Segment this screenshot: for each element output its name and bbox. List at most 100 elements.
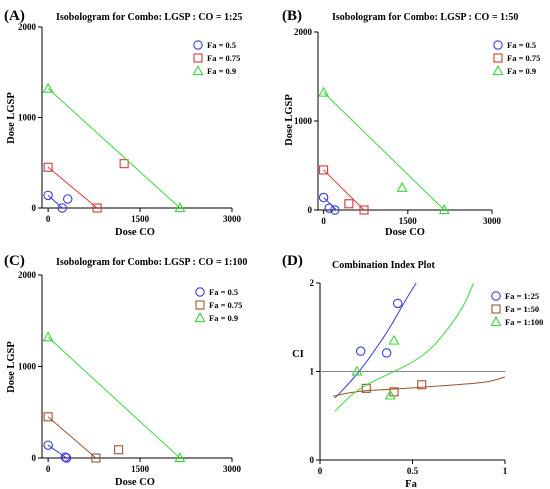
y-tick-label: 1000 <box>294 116 313 126</box>
data-point <box>359 205 369 215</box>
series-2 <box>42 331 186 463</box>
x-tick-label: 0.5 <box>407 466 419 476</box>
data-point <box>43 190 53 201</box>
series-1 <box>43 412 124 463</box>
series-0 <box>43 440 72 463</box>
x-axis-label: Fa <box>405 479 417 489</box>
series-1 <box>43 159 129 213</box>
data-point <box>438 204 450 215</box>
x-tick-label: 1500 <box>131 464 150 474</box>
x-tick-label: 0 <box>46 464 51 474</box>
legend-label: Fa = 1:25 <box>505 291 539 301</box>
legend-marker <box>193 40 203 50</box>
legend-label: Fa = 0.5 <box>207 40 236 50</box>
data-point <box>330 205 340 215</box>
panel-letter: (B) <box>282 8 302 24</box>
legend-entry: Fa = 1:100 <box>490 316 543 327</box>
legend-marker <box>491 304 501 314</box>
legend-label: Fa = 0.5 <box>507 40 536 50</box>
isobole-line <box>47 336 181 459</box>
x-tick-label: 0 <box>318 466 323 476</box>
legend-marker <box>195 287 205 297</box>
y-tick-label: 0 <box>32 203 37 213</box>
series-0 <box>334 282 417 399</box>
x-tick-label: 3000 <box>223 464 242 474</box>
y-axis-label: Dose LGSP <box>284 94 295 146</box>
legend-label: Fa = 0.75 <box>209 300 242 310</box>
legend-marker <box>493 40 503 50</box>
legend-entry: Fa = 1:25 <box>491 291 539 301</box>
legend-label: Fa = 0.9 <box>209 313 238 323</box>
panel-letter: (A) <box>4 8 25 24</box>
legend-entry: Fa = 0.9 <box>492 65 536 76</box>
data-point <box>91 453 101 463</box>
legend-label: Fa = 0.5 <box>209 287 238 297</box>
isobole-line <box>47 444 67 459</box>
data-point <box>319 165 329 175</box>
data-point <box>60 452 71 462</box>
isobole-line <box>323 92 445 211</box>
legend-label: Fa = 1:50 <box>505 304 539 314</box>
isobole-line <box>47 88 181 209</box>
y-axis-label: CI <box>292 349 304 360</box>
x-tick-label: 1500 <box>399 216 418 226</box>
data-point <box>392 298 403 309</box>
data-point <box>174 202 186 213</box>
panel-title: Isobologram for Combo: LGSP : CO = 1:25 <box>56 12 242 23</box>
y-tick-label: 2 <box>310 278 315 288</box>
x-axis-label: Dose CO <box>385 227 425 238</box>
legend-label: Fa = 0.75 <box>507 53 540 63</box>
legend-entry: Fa = 0.9 <box>192 65 236 76</box>
legend-marker <box>490 316 502 327</box>
panel-title: Isobologram for Combo: LGSP : CO = 1:50 <box>332 12 518 23</box>
data-point <box>396 181 408 192</box>
legend-entry: Fa = 0.75 <box>195 300 242 310</box>
legend-label: Fa = 1:100 <box>505 317 543 327</box>
data-point <box>344 199 354 209</box>
data-point <box>43 412 53 422</box>
legend-label: Fa = 0.9 <box>207 66 236 76</box>
data-point <box>43 162 53 172</box>
y-tick-label: 2000 <box>18 270 37 280</box>
y-tick-label: 1000 <box>18 113 37 123</box>
isobole-line <box>47 194 63 209</box>
data-point <box>61 453 72 463</box>
isobole-line <box>47 166 98 209</box>
y-tick-label: 1 <box>310 367 315 377</box>
data-point <box>324 203 334 213</box>
y-tick-label: 1000 <box>18 362 37 372</box>
panel-a: (A) Isobologram for Combo: LGSP : CO = 1:… <box>4 8 242 238</box>
legend-entry: Fa = 0.5 <box>195 287 238 297</box>
y-tick-label: 0 <box>310 455 315 465</box>
panel-letter: (D) <box>282 253 303 269</box>
series-2 <box>318 86 450 215</box>
legend-marker <box>491 291 501 301</box>
data-point <box>361 383 371 393</box>
legend-entry: Fa = 0.75 <box>193 53 240 63</box>
x-tick-label: 1 <box>503 466 508 476</box>
x-tick-label: 1500 <box>131 214 150 224</box>
y-axis-label: Dose LGSP <box>6 92 17 144</box>
series-0 <box>43 190 73 213</box>
data-point <box>384 389 396 400</box>
y-tick-label: 2000 <box>18 22 37 32</box>
data-point <box>42 82 54 93</box>
ci-curve <box>334 282 417 399</box>
data-point <box>114 445 124 455</box>
series-2 <box>334 282 475 412</box>
data-point <box>119 159 129 169</box>
data-point <box>62 194 73 204</box>
legend-entry: Fa = 0.5 <box>493 40 536 50</box>
data-point <box>42 331 54 342</box>
y-axis-label: Dose LGSP <box>6 341 17 393</box>
data-point <box>92 203 102 213</box>
legend-marker <box>194 312 206 323</box>
ci-curve <box>332 376 506 397</box>
data-point <box>43 440 53 450</box>
series-1 <box>332 376 506 397</box>
panel-title: Combination Index Plot <box>332 260 435 271</box>
legend-entry: Fa = 0.5 <box>193 40 236 50</box>
ci-curve <box>334 282 475 412</box>
legend-entry: Fa = 1:50 <box>491 304 539 314</box>
